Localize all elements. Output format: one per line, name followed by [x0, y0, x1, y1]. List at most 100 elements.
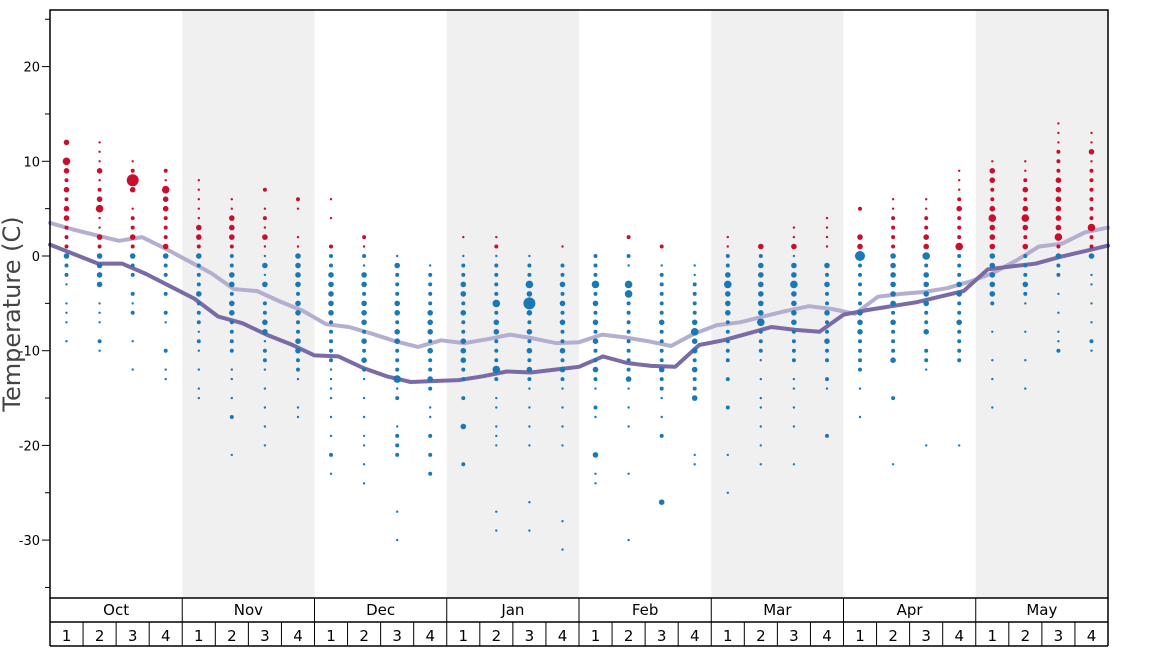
- data-point: [263, 368, 267, 371]
- data-point: [1090, 349, 1093, 352]
- data-point: [858, 272, 862, 277]
- data-point: [196, 282, 201, 287]
- data-point: [560, 339, 565, 344]
- data-point: [229, 215, 235, 221]
- data-point: [592, 319, 599, 326]
- data-point: [163, 263, 168, 268]
- data-point: [923, 329, 929, 335]
- data-point: [494, 291, 499, 296]
- data-point: [98, 311, 101, 314]
- data-point: [495, 396, 498, 400]
- data-point: [825, 320, 829, 325]
- y-tick-label: -10: [19, 345, 40, 360]
- data-point: [989, 262, 996, 269]
- data-point: [726, 491, 729, 494]
- week-label: 3: [525, 627, 535, 645]
- data-point: [561, 444, 564, 447]
- data-point: [725, 339, 730, 344]
- week-label: 2: [888, 627, 898, 645]
- data-point: [956, 205, 962, 212]
- y-tick-label: -20: [19, 439, 40, 454]
- data-point: [528, 444, 531, 447]
- data-point: [759, 396, 762, 400]
- data-point: [197, 198, 200, 201]
- data-point: [1022, 205, 1029, 212]
- data-point: [461, 329, 466, 334]
- data-point: [923, 243, 929, 250]
- data-point: [229, 300, 235, 307]
- data-point: [96, 168, 103, 174]
- week-label: 3: [260, 627, 270, 645]
- data-point: [725, 300, 731, 307]
- data-point: [560, 272, 565, 277]
- data-point: [263, 273, 267, 277]
- data-point: [229, 281, 235, 288]
- data-point: [428, 386, 433, 391]
- data-point: [957, 197, 962, 202]
- data-point: [858, 206, 862, 211]
- data-point: [725, 263, 730, 268]
- data-point: [492, 299, 501, 308]
- month-band-mar: [711, 10, 844, 598]
- data-point: [758, 272, 764, 278]
- data-point: [131, 207, 134, 210]
- data-point: [627, 406, 630, 409]
- data-point: [891, 348, 896, 353]
- data-point: [96, 272, 103, 278]
- data-point: [1056, 348, 1061, 353]
- data-point: [660, 264, 663, 267]
- data-point: [197, 368, 200, 371]
- data-point: [296, 415, 300, 419]
- data-point: [230, 377, 233, 381]
- week-label: 1: [459, 627, 469, 645]
- data-point: [858, 301, 862, 306]
- data-point: [495, 235, 498, 239]
- data-point: [758, 254, 763, 258]
- data-point: [163, 310, 168, 315]
- data-point: [858, 358, 862, 363]
- data-point: [825, 358, 829, 363]
- data-point: [163, 291, 168, 296]
- data-point: [64, 263, 69, 268]
- data-point: [296, 329, 300, 334]
- data-point: [197, 207, 200, 210]
- data-point: [427, 319, 434, 326]
- data-point: [923, 300, 929, 307]
- data-point: [495, 510, 498, 513]
- data-point: [196, 291, 202, 297]
- data-point: [196, 234, 202, 240]
- data-point: [725, 254, 730, 258]
- data-point: [991, 160, 994, 163]
- data-point: [659, 329, 664, 334]
- data-point: [98, 321, 101, 324]
- data-point: [96, 262, 103, 269]
- data-point: [427, 347, 434, 354]
- data-point: [593, 291, 598, 296]
- data-point: [989, 281, 996, 288]
- month-band-jan: [446, 10, 579, 598]
- trend-lines: [48, 220, 1110, 384]
- data-point: [163, 272, 168, 277]
- data-point: [989, 234, 996, 240]
- data-point: [428, 291, 433, 296]
- y-tick-label: 0: [32, 250, 40, 265]
- data-point: [196, 263, 201, 268]
- data-point: [229, 254, 234, 258]
- data-point: [329, 472, 333, 475]
- month-label-mar: Mar: [763, 601, 792, 619]
- data-point: [825, 226, 829, 229]
- data-point: [692, 301, 697, 306]
- data-point: [329, 434, 333, 438]
- data-point: [725, 320, 730, 325]
- data-point: [957, 348, 962, 353]
- data-point: [494, 339, 499, 344]
- data-point: [63, 168, 70, 174]
- data-point: [1023, 235, 1028, 240]
- data-point: [659, 386, 664, 391]
- data-point: [824, 281, 830, 288]
- data-point: [791, 310, 797, 316]
- data-point: [923, 281, 929, 288]
- data-point: [263, 444, 267, 447]
- data-point: [362, 444, 366, 447]
- data-point: [164, 321, 167, 324]
